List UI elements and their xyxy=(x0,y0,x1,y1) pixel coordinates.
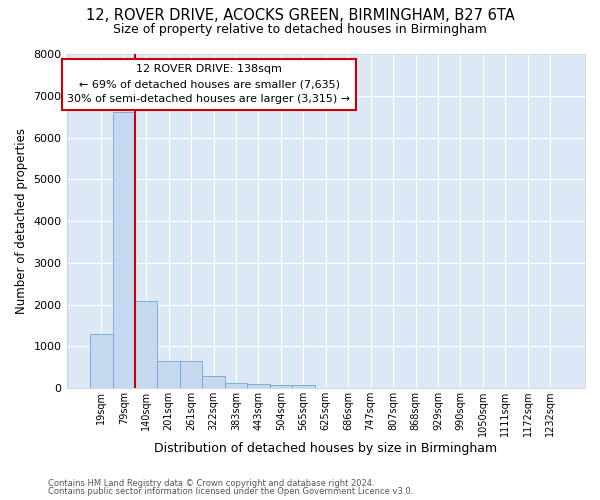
Bar xyxy=(135,302,157,388)
X-axis label: Distribution of detached houses by size in Birmingham: Distribution of detached houses by size … xyxy=(154,442,497,455)
Text: Size of property relative to detached houses in Birmingham: Size of property relative to detached ho… xyxy=(113,22,487,36)
Bar xyxy=(157,362,180,388)
Y-axis label: Number of detached properties: Number of detached properties xyxy=(15,128,28,314)
Bar xyxy=(113,112,135,388)
Text: 12 ROVER DRIVE: 138sqm
← 69% of detached houses are smaller (7,635)
30% of semi-: 12 ROVER DRIVE: 138sqm ← 69% of detached… xyxy=(67,64,350,104)
Text: Contains public sector information licensed under the Open Government Licence v3: Contains public sector information licen… xyxy=(48,487,413,496)
Bar xyxy=(269,385,292,388)
Text: 12, ROVER DRIVE, ACOCKS GREEN, BIRMINGHAM, B27 6TA: 12, ROVER DRIVE, ACOCKS GREEN, BIRMINGHA… xyxy=(86,8,514,22)
Bar xyxy=(247,384,269,388)
Bar xyxy=(225,382,247,388)
Bar xyxy=(90,334,113,388)
Bar xyxy=(202,376,225,388)
Bar xyxy=(180,362,202,388)
Bar xyxy=(292,385,314,388)
Text: Contains HM Land Registry data © Crown copyright and database right 2024.: Contains HM Land Registry data © Crown c… xyxy=(48,478,374,488)
